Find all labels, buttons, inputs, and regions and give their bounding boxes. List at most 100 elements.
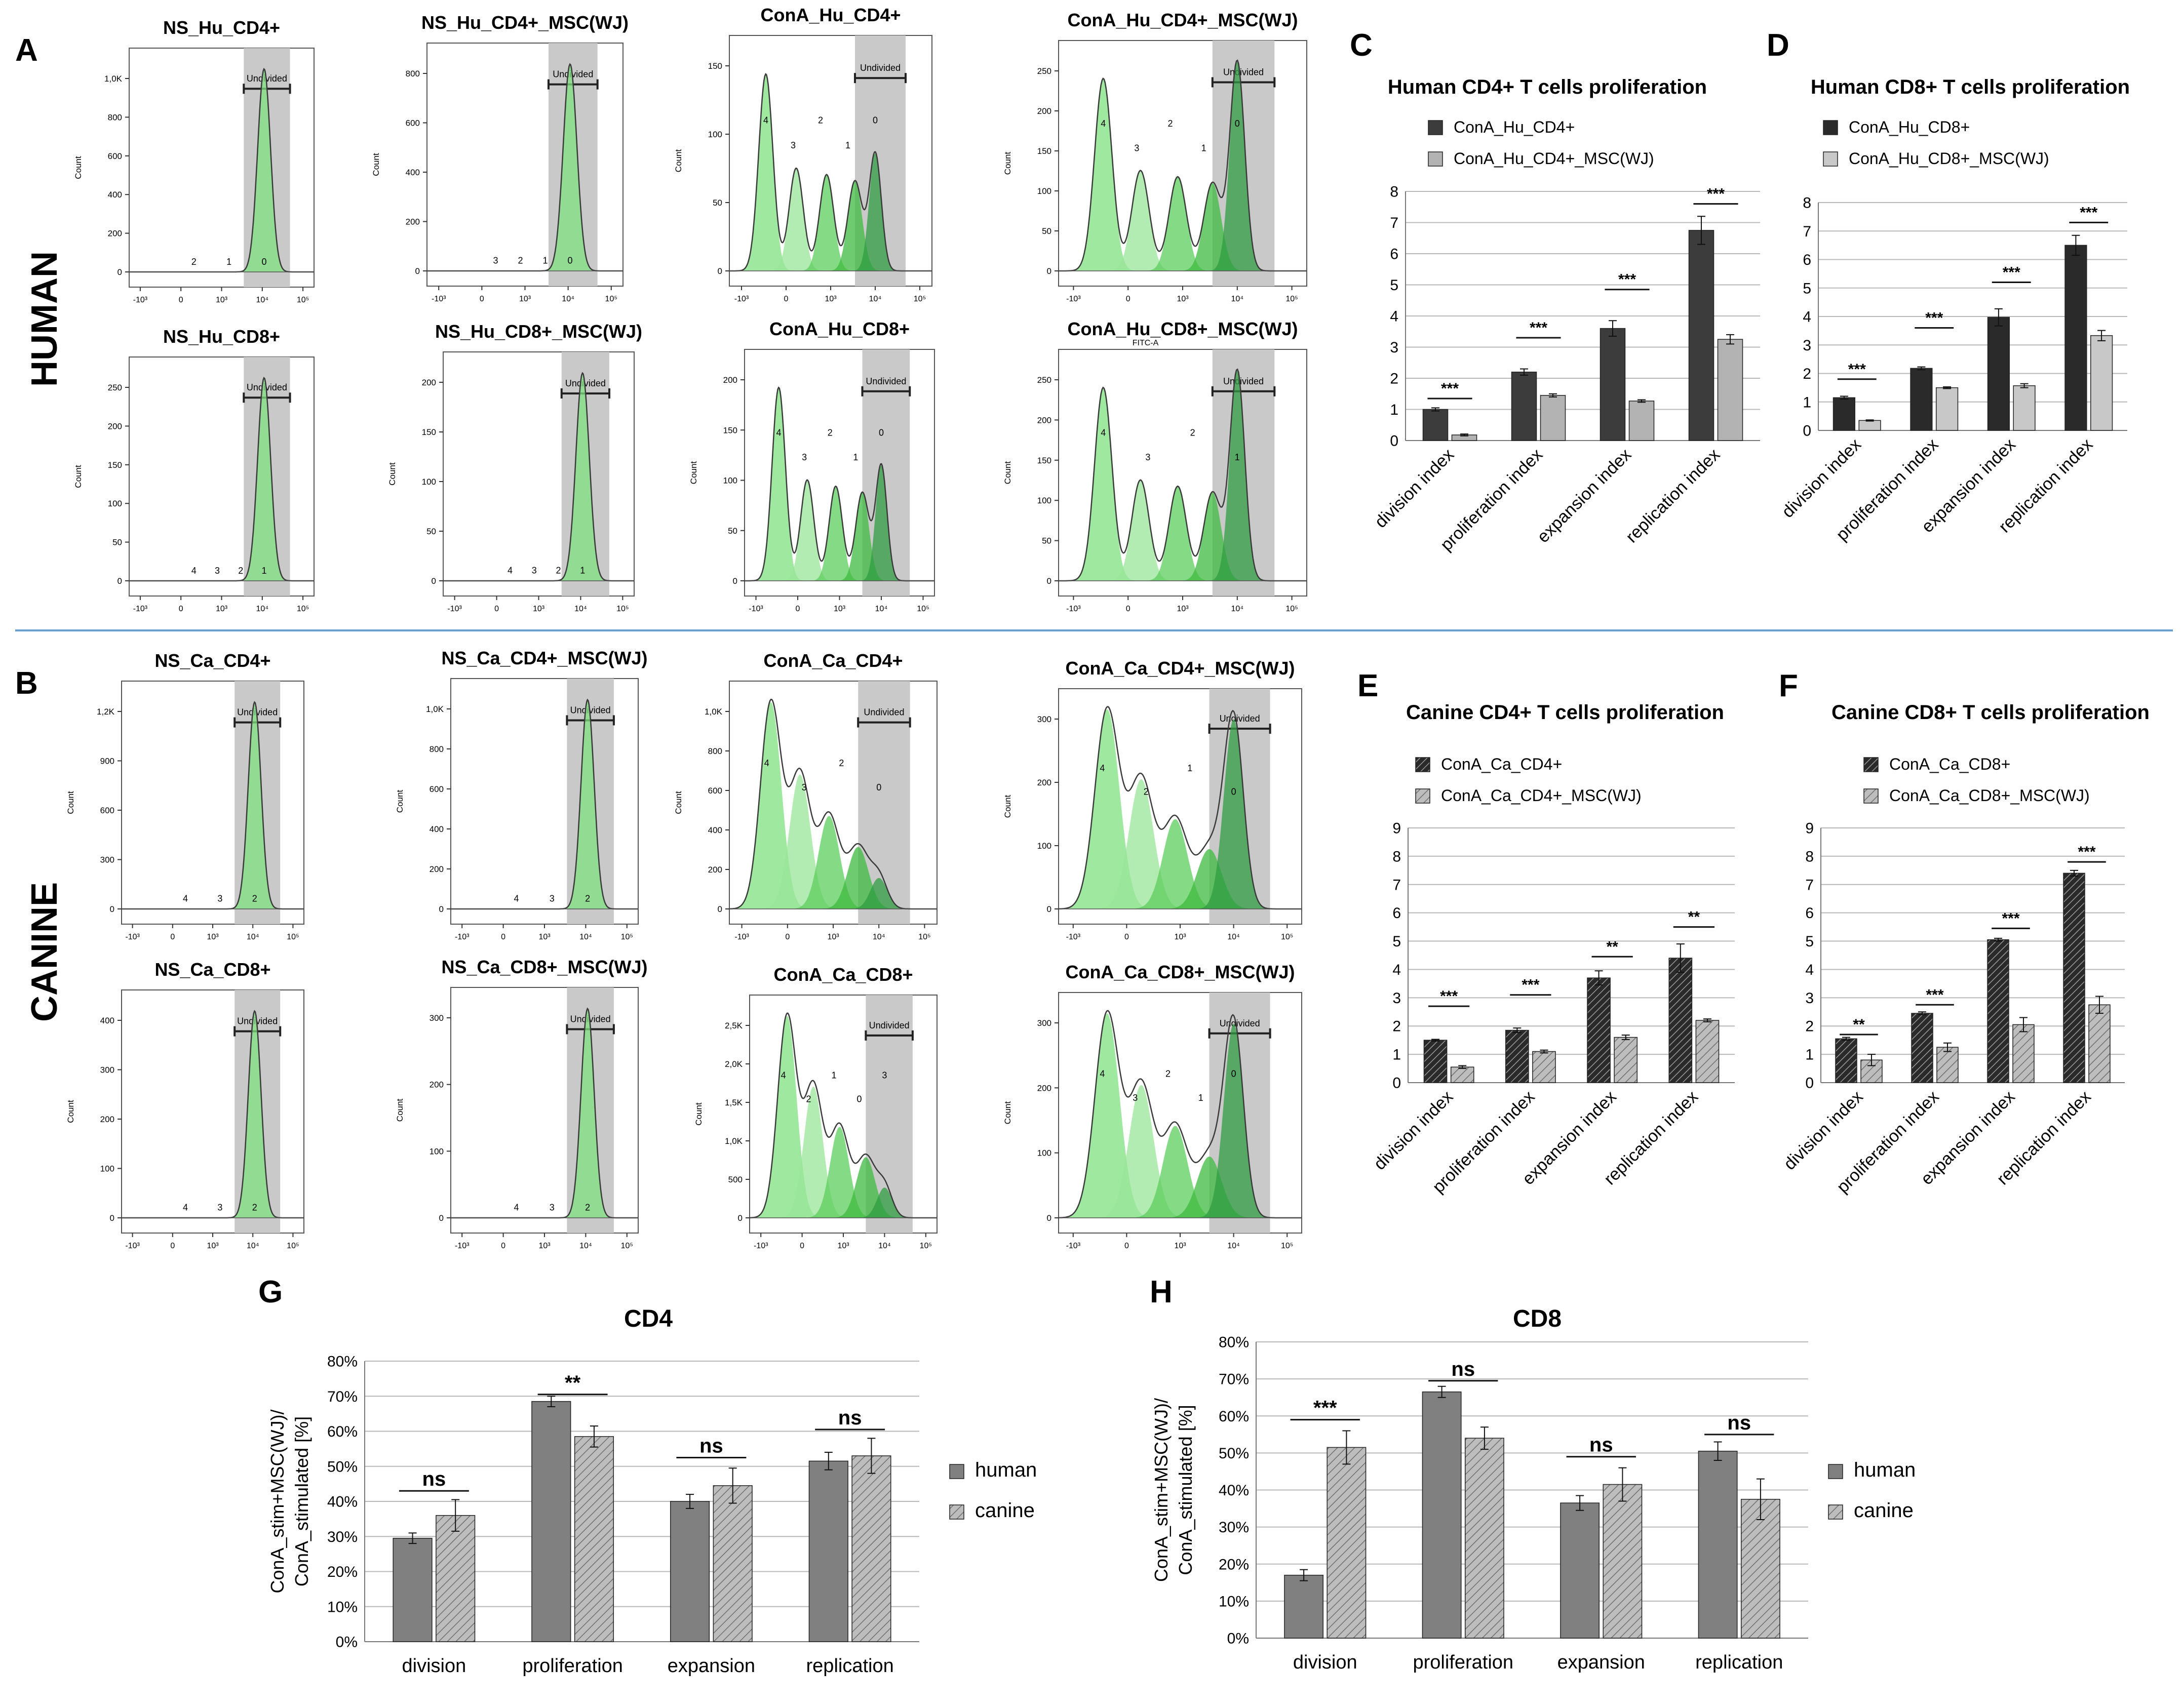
bar-canine [1465, 1438, 1504, 1639]
histogram-title: NS_Ca_CD4+ [154, 650, 270, 671]
bar-canine [574, 1436, 614, 1642]
x-tick-label: 10³ [216, 296, 228, 304]
undivided-gate-label: Undivided [565, 378, 606, 388]
histogram-title: ConA_Hu_CD4+_MSC(WJ) [1067, 10, 1298, 30]
generation-peak [1059, 486, 1307, 581]
significance-label: *** [1848, 361, 1866, 378]
undivided-gate-label: Undivided [866, 376, 906, 386]
x-category-label: division index [1780, 1087, 1866, 1174]
y-tick-label: 800 [708, 746, 722, 756]
fitc-axis-label: FITC-A [1133, 339, 1159, 347]
y-tick-label: 200 [1037, 1083, 1051, 1093]
y-tick-label: 4 [1392, 962, 1401, 978]
legend-label: ConA_Hu_CD4+ [1454, 118, 1575, 136]
y-tick-label: 20% [1219, 1556, 1249, 1573]
y-tick-label: 2,5K [725, 1021, 743, 1030]
generation-label: 0 [1231, 1068, 1236, 1079]
generation-label: 2 [806, 1094, 811, 1104]
x-tick-label: 0 [800, 1242, 804, 1250]
y-axis-label: Count [73, 465, 83, 488]
generation-label: 2 [556, 566, 561, 576]
y-tick-label: 600 [100, 806, 114, 815]
x-tick-label: 10³ [1177, 605, 1189, 613]
bar-chart-H: CD8 0% 10% 20% 30% 40% 50% 60% 70% 80% ConA_stim+M… [1151, 1305, 1916, 1673]
y-tick-label: 600 [108, 151, 122, 161]
y-axis-label: Count [694, 1102, 704, 1126]
x-category-label: expansion [668, 1655, 755, 1677]
generation-label: 3 [217, 894, 222, 904]
x-tick-label: -10³ [455, 1242, 470, 1250]
significance-label: ns [1727, 1412, 1751, 1434]
y-tick-label: 1 [1805, 1047, 1814, 1063]
y-tick-label: 200 [108, 229, 122, 239]
y-tick-label: 70% [1219, 1371, 1249, 1388]
y-tick-label: 600 [430, 784, 444, 794]
histogram-title: ConA_Hu_CD8+ [769, 319, 910, 339]
y-axis-label: Count [66, 791, 75, 814]
significance-label: *** [1522, 977, 1539, 994]
histogram-A-7: ConA_Hu_CD8+_MSC(WJ)Undivided05010015020… [1003, 319, 1307, 613]
undivided-gate-label: Undivided [1220, 1018, 1260, 1028]
x-tick-label: 10³ [538, 1242, 551, 1250]
generation-label: 3 [532, 566, 537, 576]
legend-swatch [1823, 120, 1838, 135]
generation-peak [129, 69, 314, 272]
generation-peak [1059, 61, 1307, 271]
generation-label: 4 [776, 427, 781, 438]
y-tick-label: 100 [1037, 186, 1051, 196]
histogram-title: NS_Hu_CD8+_MSC(WJ) [435, 321, 642, 342]
bar-ConA_Hu_CD4+ [1511, 371, 1537, 441]
x-tick-label: 10⁵ [917, 605, 929, 613]
y-tick-label: 600 [708, 786, 722, 796]
generation-peak [1059, 819, 1302, 909]
x-tick-label: 10³ [837, 1242, 849, 1250]
significance-label: ns [838, 1407, 862, 1429]
y-axis-label: Count [73, 156, 83, 179]
bar-ConA_Ca_CD8+ [2063, 872, 2085, 1083]
legend-swatch [1863, 757, 1879, 772]
generation-label: 4 [514, 893, 519, 903]
y-tick-label: 70% [327, 1388, 358, 1405]
y-tick-label: 200 [430, 864, 444, 874]
undivided-gate-label: Undivided [1220, 713, 1260, 724]
y-tick-label: 1,2K [97, 707, 115, 717]
y-axis-label: Count [371, 153, 381, 176]
y-tick-label: 0 [1390, 433, 1398, 450]
y-tick-label: 150 [1037, 456, 1051, 465]
x-tick-label: -10³ [1066, 1242, 1081, 1250]
y-tick-label: 2 [1390, 371, 1398, 387]
x-tick-label: 0 [170, 1242, 175, 1250]
x-category-label: division [402, 1655, 466, 1677]
histogram-B-4: NS_Ca_CD8+ Undivided 0 100 200 300 400 Count -10… [66, 959, 304, 1250]
bar-canine [1327, 1447, 1367, 1639]
x-tick-label: 10³ [216, 605, 228, 613]
significance-label: *** [1926, 986, 1943, 1003]
chart-title: CD8 [1513, 1305, 1562, 1332]
x-tick-label: 10⁵ [605, 295, 617, 303]
y-axis-label: Count [1003, 795, 1012, 818]
panel-letter-E: E [1357, 668, 1378, 703]
histogram-envelope [729, 698, 937, 910]
undivided-gate-label: Undivided [247, 73, 287, 84]
panel-letter-A: A [15, 33, 38, 68]
y-tick-label: 4 [1805, 962, 1814, 978]
y-tick-label: 0 [415, 266, 420, 276]
y-tick-label: 4 [1390, 308, 1398, 325]
y-tick-label: 200 [723, 375, 737, 385]
generation-label: 3 [802, 782, 807, 792]
generation-label: 2 [839, 758, 844, 768]
y-tick-label: 8 [1392, 848, 1401, 865]
y-axis-label: Count [395, 790, 405, 813]
bar-canine [851, 1455, 891, 1642]
generation-label: 1 [1187, 763, 1192, 773]
bar-chart-D: Human CD8+ T cells proliferation 0 1 2 3 4 5 6 7… [1778, 76, 2130, 544]
histogram-title: NS_Ca_CD4+_MSC(WJ) [441, 648, 647, 668]
bar-ConA_Ca_CD4+_MSC(WJ) [1614, 1037, 1638, 1083]
generation-label: 1 [831, 1070, 836, 1081]
y-axis-title-line: ConA_stim+MSC(WJ)/ [267, 1409, 288, 1593]
x-tick-label: 10⁵ [287, 1242, 299, 1250]
y-tick-label: 100 [1037, 841, 1051, 851]
bar-canine [1603, 1484, 1643, 1639]
chart-title: CD4 [624, 1305, 673, 1332]
generation-peak [122, 1011, 304, 1218]
